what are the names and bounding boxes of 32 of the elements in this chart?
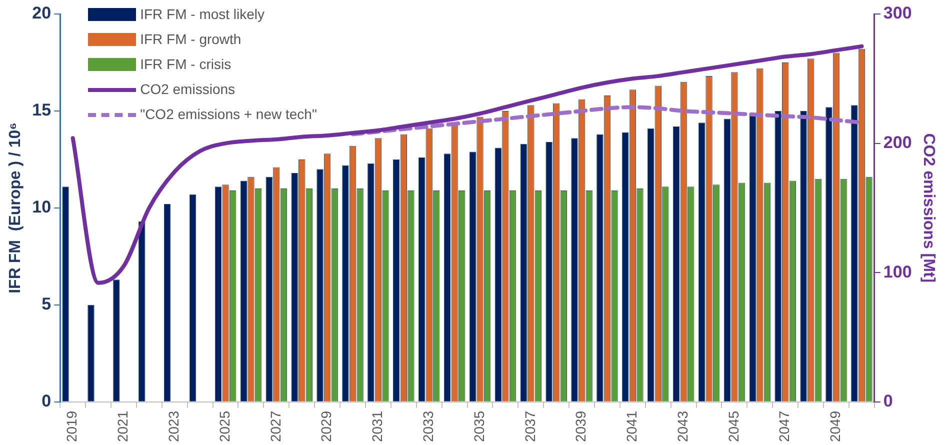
- y2-axis-title: CO2 emissions [Mt]: [920, 133, 937, 283]
- legend-label: IFR FM - most likely: [140, 5, 265, 24]
- x-tick-label: 2031: [369, 410, 386, 442]
- y2-tick-label: 300: [883, 4, 912, 23]
- x-tick-label: 2035: [470, 410, 487, 442]
- x-tick-label: 2043: [674, 410, 690, 442]
- legend-label: CO2 emissions: [140, 80, 236, 99]
- y-tick-label: 0: [42, 392, 52, 411]
- y-tick-label: 15: [32, 100, 52, 120]
- x-tick-label: 2029: [318, 410, 334, 442]
- x-tick-label: 2019: [64, 410, 80, 442]
- y-tick-label: 5: [42, 294, 52, 314]
- y-axis-title: IFR FM (Europe ) / 10⁶: [7, 122, 24, 294]
- x-tick-label: 2021: [114, 410, 131, 442]
- x-tick-label: 2045: [725, 410, 742, 442]
- x-tick-label: 2049: [827, 410, 844, 442]
- x-tick-label: 2023: [165, 410, 182, 442]
- y-tick-label: 10: [32, 198, 52, 217]
- y2-tick-label: 200: [883, 132, 912, 152]
- legend-label: IFR FM - crisis: [140, 55, 232, 74]
- y-tick-label: 20: [32, 4, 52, 23]
- legend-label: "CO2 emissions + new tech": [140, 105, 317, 124]
- x-tick-label: 2041: [624, 410, 640, 442]
- x-tick-label: 2037: [522, 410, 538, 442]
- x-tick-label: 2033: [420, 410, 436, 442]
- x-tick-label: 2025: [216, 410, 232, 442]
- legend-label: IFR FM - growth: [140, 30, 242, 49]
- x-tick-label: 2039: [572, 410, 589, 442]
- y2-tick-label: 100: [883, 262, 912, 282]
- x-tick-label: 2027: [267, 410, 284, 442]
- y2-tick-label: 0: [883, 392, 893, 411]
- x-tick-label: 2047: [776, 410, 792, 442]
